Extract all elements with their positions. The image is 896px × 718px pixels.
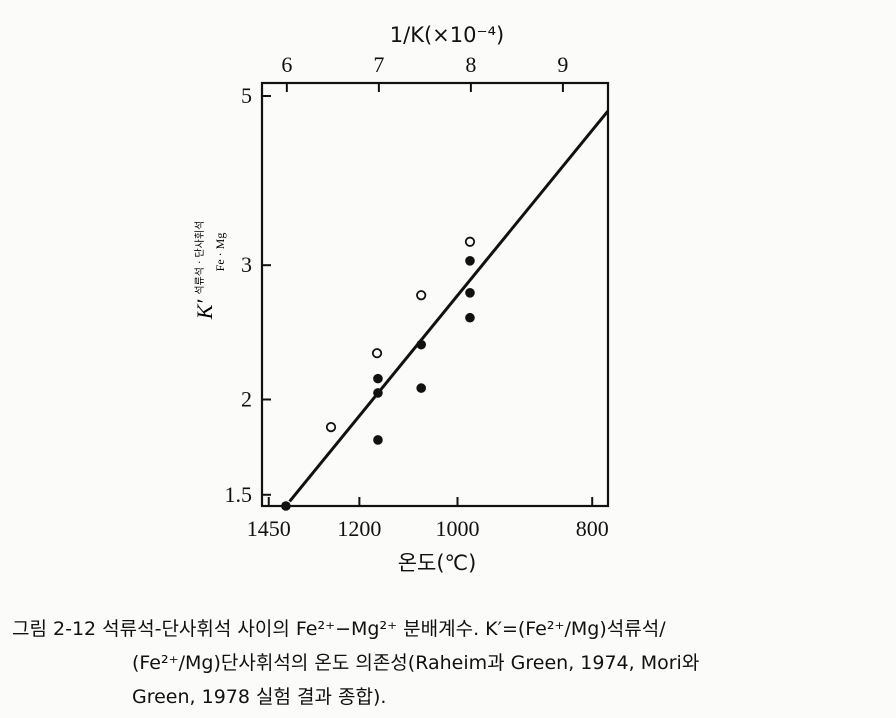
figure-caption: 그림 2-12 석류석-단사휘석 사이의 Fe²⁺−Mg²⁺ 분배계수. K′=… bbox=[12, 612, 888, 714]
filled-data-point bbox=[465, 255, 475, 266]
caption-line-1: 그림 2-12 석류석-단사휘석 사이의 Fe²⁺−Mg²⁺ 분배계수. K′=… bbox=[12, 618, 666, 640]
bottom-tick-label: 800 bbox=[576, 516, 609, 541]
y-axis-title-subscript: Fe · Mg bbox=[213, 233, 227, 272]
y-axis-title-main: K′ bbox=[192, 299, 217, 321]
open-data-point bbox=[416, 290, 427, 301]
fit-line bbox=[288, 109, 610, 503]
filled-data-point bbox=[465, 312, 475, 323]
filled-data-point bbox=[373, 435, 383, 445]
filled-data-point bbox=[373, 373, 383, 384]
svg-text:K′ 석류석 · 단사휘석: K′ 석류석 · 단사휘석 bbox=[192, 221, 217, 321]
top-tick-label: 6 bbox=[281, 52, 292, 77]
plot-frame bbox=[260, 81, 610, 508]
y-tick-label: 2 bbox=[241, 386, 252, 411]
top-tick-label: 9 bbox=[557, 52, 568, 77]
filled-data-point bbox=[281, 501, 291, 511]
y-axis-title-superscript: 석류석 · 단사휘석 bbox=[194, 221, 206, 295]
bottom-tick-label: 1450 bbox=[247, 516, 291, 541]
open-data-point bbox=[464, 236, 476, 247]
bottom-tick-label: 1000 bbox=[436, 516, 480, 541]
bottom-tick-label: 1200 bbox=[337, 516, 381, 541]
filled-data-point bbox=[373, 388, 383, 398]
open-data-point bbox=[325, 422, 337, 433]
caption-line-2: (Fe²⁺/Mg)단사휘석의 온도 의존성(Raheim과 Green, 197… bbox=[132, 652, 700, 674]
y-axis-title-group: K′ 석류석 · 단사휘석 Fe · Mg bbox=[192, 221, 227, 321]
open-data-point bbox=[371, 348, 383, 359]
filled-data-point bbox=[416, 339, 426, 350]
filled-data-point bbox=[416, 383, 426, 393]
filled-data-point bbox=[465, 288, 475, 298]
y-tick-label: 3 bbox=[241, 252, 252, 277]
bottom-axis-title: 온도(℃) bbox=[398, 551, 477, 575]
caption-line-3: Green, 1978 실험 결과 종합). bbox=[132, 686, 387, 708]
top-axis-title: 1/K(×10⁻⁴) bbox=[390, 23, 504, 47]
y-tick-label: 1.5 bbox=[225, 482, 253, 507]
top-tick-label: 8 bbox=[465, 52, 476, 77]
y-tick-label: 5 bbox=[241, 83, 252, 108]
chart: 6 7 8 9 1450 1200 1000 800 1.5 2 3 5 1/K(×10⁻⁴) 온도(… bbox=[192, 23, 610, 575]
top-tick-label: 7 bbox=[373, 52, 384, 77]
